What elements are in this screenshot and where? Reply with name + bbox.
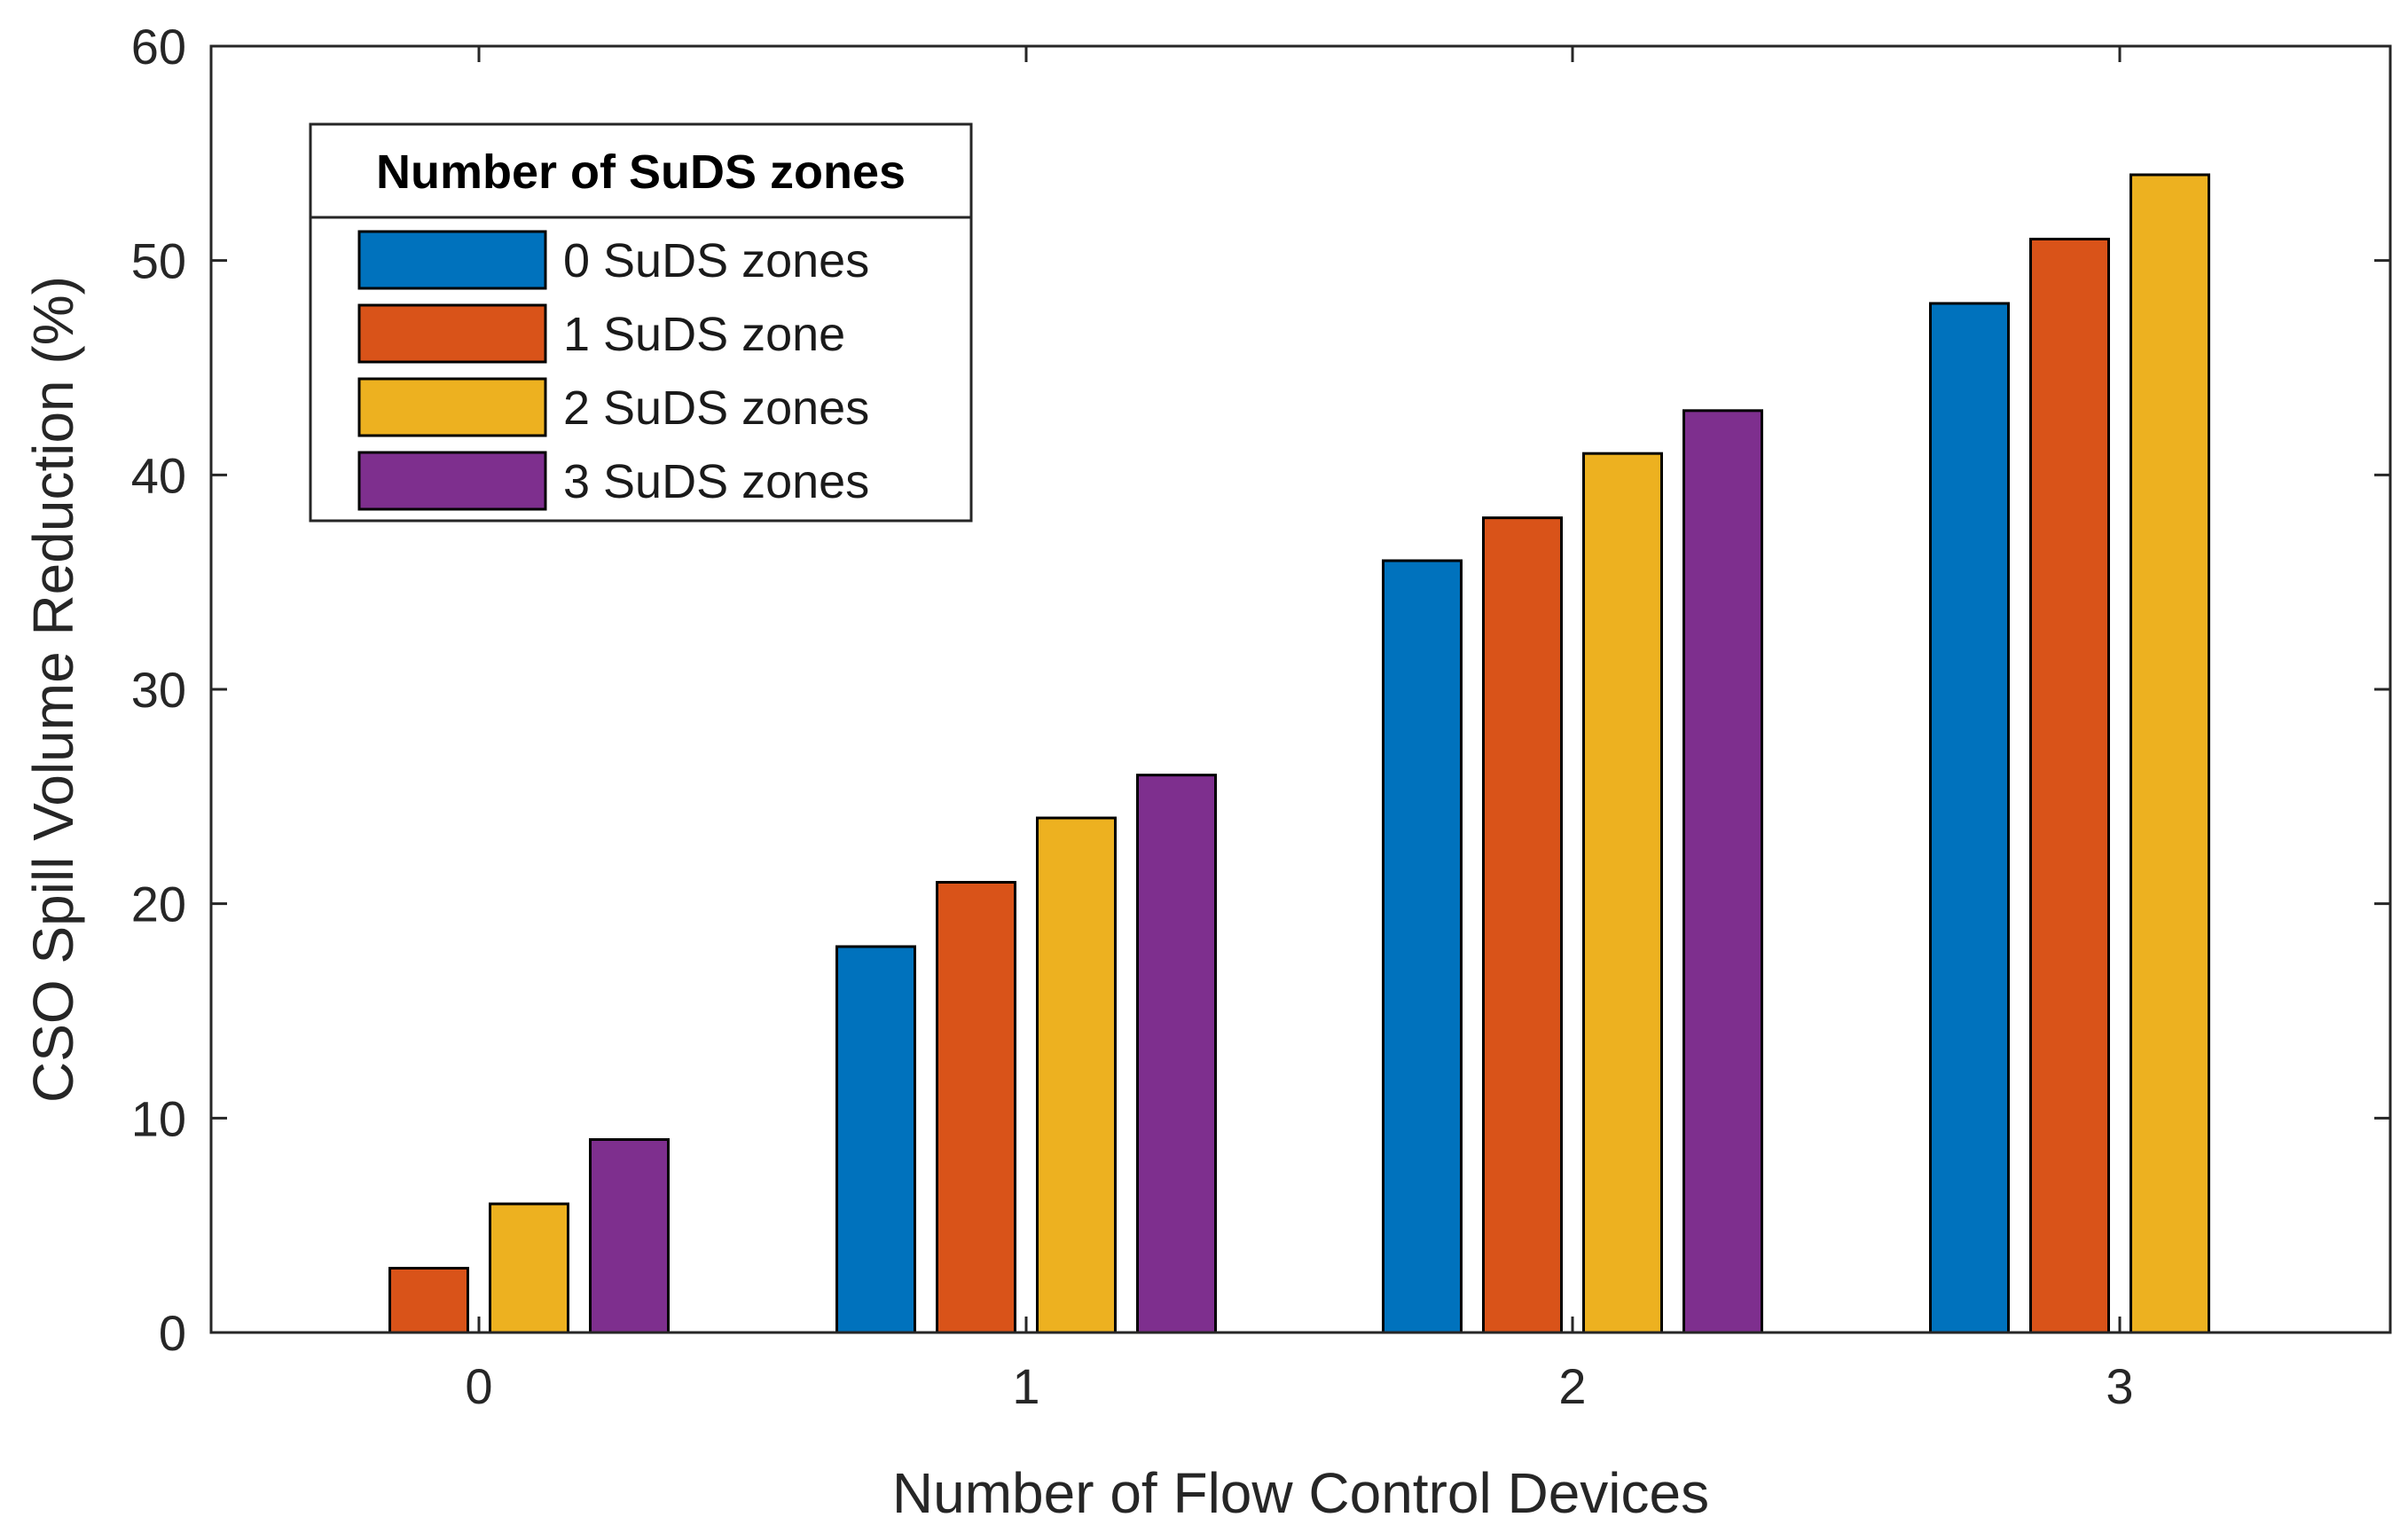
bar-series3-cat0 [589, 1138, 670, 1334]
bar-series0-cat2 [1382, 559, 1463, 1334]
x-tick-label: 0 [465, 1358, 492, 1414]
legend-swatch [357, 303, 547, 364]
bar-series2-cat2 [1582, 452, 1663, 1334]
bar-series0-cat3 [1929, 302, 2010, 1334]
bar-series1-cat0 [388, 1267, 469, 1334]
legend-label: 1 SuDS zone [563, 308, 845, 361]
bar-series2-cat3 [2130, 173, 2210, 1334]
legend-swatch [357, 230, 547, 290]
legend-label: 0 SuDS zones [563, 234, 869, 287]
legend-title: Number of SuDS zones [376, 145, 906, 199]
bars-group [388, 173, 2210, 1334]
bar-series2-cat1 [1036, 816, 1117, 1334]
y-tick-label: 0 [159, 1305, 186, 1361]
legend-label: 3 SuDS zones [563, 455, 869, 508]
bar-series1-cat1 [936, 881, 1016, 1334]
bar-series1-cat2 [1482, 516, 1563, 1334]
bar-series3-cat2 [1682, 409, 1763, 1334]
y-tick-label: 50 [131, 233, 186, 289]
legend-swatch [357, 377, 547, 437]
x-tick-label: 1 [1012, 1358, 1039, 1414]
bar-series2-cat0 [489, 1202, 569, 1334]
y-tick-label: 60 [131, 19, 186, 75]
y-tick-label: 20 [131, 877, 186, 932]
bar-series0-cat1 [835, 945, 916, 1334]
legend-swatch [357, 451, 547, 511]
legend: Number of SuDS zones 0 SuDS zones 1 SuDS … [309, 122, 973, 523]
x-tick-label: 3 [2106, 1358, 2133, 1414]
ticks-group: 0 10 20 30 40 50 60 0 1 2 3 [131, 19, 2390, 1414]
legend-items: 0 SuDS zones 1 SuDS zone 2 SuDS zones 3 SuD… [357, 230, 869, 511]
y-axis-title: CSO Spill Volume Reduction (%) [21, 276, 85, 1103]
y-tick-label: 30 [131, 662, 186, 718]
bar-series3-cat1 [1136, 774, 1217, 1334]
y-tick-label: 10 [131, 1090, 186, 1146]
x-axis-title: Number of Flow Control Devices [892, 1461, 1709, 1525]
legend-label: 2 SuDS zones [563, 381, 869, 435]
bar-series1-cat3 [2029, 238, 2110, 1334]
x-tick-label: 2 [1558, 1358, 1586, 1414]
y-tick-label: 40 [131, 447, 186, 503]
